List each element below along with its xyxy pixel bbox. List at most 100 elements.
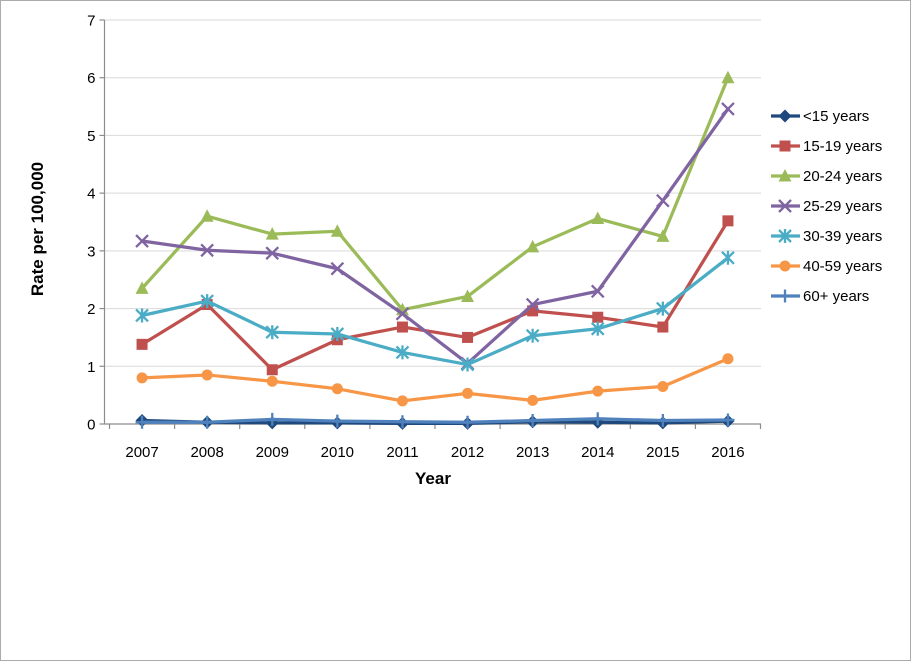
legend-item-15-years: <15 years — [770, 105, 882, 127]
series-line-30-39-years — [140, 256, 730, 367]
marker-circle-icon — [396, 395, 408, 407]
legend-marker-circle-icon — [771, 260, 800, 272]
series-line-15-19-years — [140, 219, 730, 372]
y-tick-label: 4 — [87, 186, 95, 203]
marker-square-icon — [266, 364, 278, 376]
marker-x-icon — [265, 246, 280, 260]
marker-square-icon — [527, 305, 539, 317]
marker-circle-icon — [201, 369, 213, 381]
x-tick-label: 2013 — [516, 444, 549, 461]
marker-triangle-icon — [591, 211, 605, 225]
marker-circle-icon — [462, 387, 474, 399]
marker-plus-icon — [778, 289, 792, 303]
marker-x-icon — [590, 284, 605, 299]
x-tick-label: 2012 — [451, 444, 484, 461]
y-tick-label: 2 — [87, 301, 95, 318]
marker-star-icon — [656, 301, 670, 316]
x-tick-label: 2009 — [256, 444, 289, 461]
marker-triangle-icon — [200, 209, 214, 222]
marker-triangle-icon — [330, 224, 344, 237]
series-line-20-24-years — [140, 76, 730, 312]
marker-plus-icon — [200, 415, 214, 429]
marker-plus-icon — [656, 414, 670, 428]
x-tick-label: 2014 — [581, 444, 614, 461]
marker-x-icon — [395, 306, 410, 321]
marker-star-icon — [460, 357, 475, 372]
x-tick-label: 2011 — [386, 444, 418, 461]
marker-square-icon — [396, 321, 408, 333]
marker-plus-icon — [265, 412, 279, 426]
marker-circle-icon — [779, 260, 791, 272]
x-tick-label: 2015 — [646, 444, 679, 461]
marker-square-icon — [722, 215, 734, 227]
legend-label: 20-24 years — [803, 167, 883, 185]
marker-plus-icon — [395, 415, 409, 429]
x-tick-label: 2007 — [125, 444, 158, 461]
marker-plus-icon — [461, 415, 475, 429]
series-line-60-years — [140, 417, 730, 424]
marker-triangle-icon — [778, 169, 792, 182]
legend: <15 years 15-19 years 20-24 years 25-29 yea… — [770, 105, 882, 307]
marker-circle-icon — [657, 380, 669, 392]
marker-star-icon — [590, 321, 605, 336]
legend-marker-plus-icon — [771, 289, 800, 303]
y-tick-label: 3 — [87, 243, 95, 260]
series-line-25-29-years — [140, 107, 730, 366]
marker-square-icon — [462, 331, 474, 343]
legend-item-15-19-years: 15-19 years — [770, 135, 882, 157]
marker-x-icon — [135, 234, 149, 248]
marker-x-icon — [330, 261, 345, 276]
legend-item-25-29-years: 25-29 years — [770, 195, 882, 217]
marker-star-icon — [330, 326, 345, 341]
marker-triangle-icon — [721, 70, 735, 84]
legend-item-30-39-years: 30-39 years — [770, 225, 882, 247]
legend-label: 30-39 years — [803, 227, 883, 245]
marker-circle-icon — [527, 394, 539, 406]
x-tick-label: 2016 — [711, 444, 744, 461]
legend-marker-diamond-icon — [771, 109, 800, 123]
legend-marker-triangle-icon — [771, 169, 800, 182]
marker-star-icon — [200, 294, 214, 309]
legend-item-20-24-years: 20-24 years — [770, 165, 882, 187]
y-tick-label: 0 — [87, 417, 95, 434]
x-axis-title: Year — [415, 469, 451, 488]
marker-x-icon — [778, 199, 792, 213]
legend-marker-square-icon — [771, 140, 800, 152]
y-tick-label: 7 — [87, 13, 95, 30]
y-tick-label: 5 — [87, 128, 95, 145]
legend-marker-x-icon — [771, 199, 800, 213]
legend-item-60-years: 60+ years — [770, 285, 882, 307]
legend-label: 25-29 years — [803, 197, 883, 215]
marker-triangle-icon — [265, 227, 279, 240]
marker-circle-icon — [592, 385, 604, 397]
y-axis-title: Rate per 100,000 — [28, 161, 47, 297]
marker-diamond-icon — [778, 109, 792, 123]
marker-circle-icon — [722, 353, 734, 365]
marker-triangle-icon — [526, 239, 540, 253]
marker-triangle-icon — [461, 289, 475, 302]
marker-plus-icon — [135, 415, 149, 429]
marker-star-icon — [778, 229, 792, 243]
legend-label: 40-59 years — [803, 257, 883, 275]
marker-star-icon — [265, 325, 280, 340]
marker-star-icon — [395, 345, 410, 360]
marker-square-icon — [779, 140, 791, 152]
y-tick-label: 1 — [87, 359, 95, 376]
marker-triangle-icon — [135, 281, 149, 294]
marker-star-icon — [721, 250, 735, 265]
marker-plus-icon — [721, 413, 735, 427]
marker-x-icon — [200, 243, 214, 258]
x-tick-label: 2008 — [190, 444, 223, 461]
marker-star-icon — [525, 328, 540, 343]
legend-label: <15 years — [803, 107, 870, 125]
marker-square-icon — [657, 321, 669, 333]
series-line-40-59-years — [140, 357, 730, 403]
marker-circle-icon — [266, 375, 278, 387]
marker-x-icon — [721, 102, 735, 116]
y-tick-label: 6 — [87, 70, 95, 87]
x-tick-label: 2010 — [321, 444, 354, 461]
marker-circle-icon — [331, 383, 343, 395]
marker-circle-icon — [136, 372, 148, 384]
